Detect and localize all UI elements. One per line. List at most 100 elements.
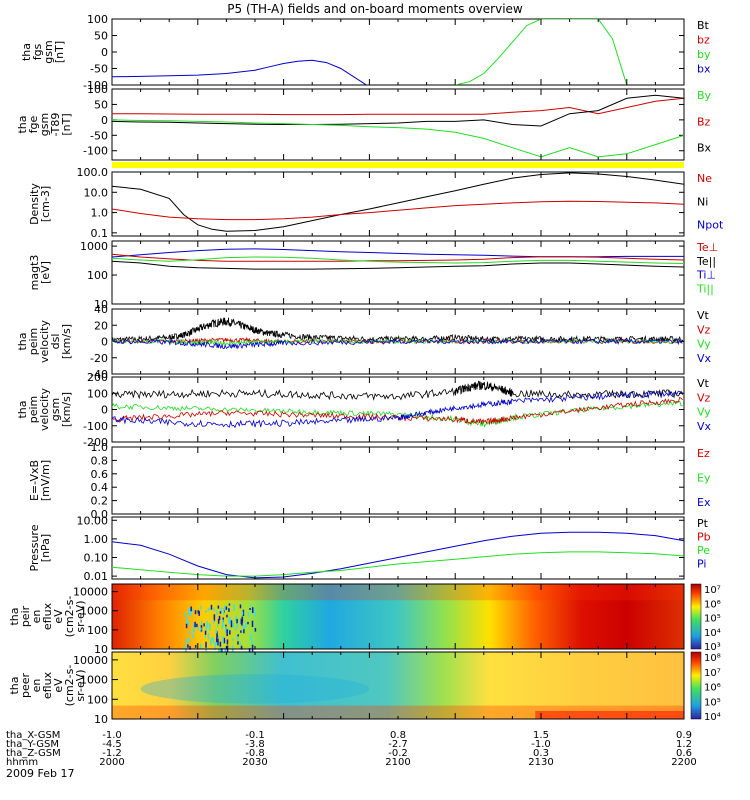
y-tick-label: -100 bbox=[83, 420, 108, 433]
y-tick-label: 10 bbox=[94, 643, 108, 656]
series-Vy-line bbox=[112, 400, 683, 428]
series-Bx-line bbox=[112, 94, 684, 127]
heatmap-speckle bbox=[247, 612, 250, 617]
heatmap-speckle bbox=[198, 611, 200, 616]
panel-density bbox=[111, 171, 685, 237]
heatmap-speckle bbox=[248, 648, 251, 653]
series-Vt-line bbox=[112, 317, 684, 344]
heatmap-speckle bbox=[188, 637, 190, 643]
x-axis-value: 2130 bbox=[528, 757, 553, 768]
heatmap-speckle bbox=[219, 611, 222, 614]
legend-Vx: Vx bbox=[697, 352, 712, 365]
heatmap-speckle bbox=[214, 646, 216, 651]
heatmap-speckle bbox=[215, 629, 218, 634]
heatmap-speckle bbox=[237, 634, 239, 637]
heatmap-speckle bbox=[228, 608, 230, 612]
y-tick-label: 100 bbox=[87, 693, 108, 706]
series-Ne-line bbox=[112, 200, 684, 221]
y-tick-label: 100.0 bbox=[77, 166, 109, 179]
heatmap-speckle bbox=[217, 638, 219, 646]
heatmap-speckle bbox=[245, 623, 247, 628]
y-tick-label: 10 bbox=[94, 713, 108, 726]
legend-Ez: Ez bbox=[697, 447, 710, 460]
heatmap-speckle bbox=[218, 615, 221, 621]
y-tick-label: 0 bbox=[101, 336, 108, 349]
series-Ti||-line bbox=[112, 256, 684, 264]
heatmap-speckle bbox=[229, 619, 231, 623]
colorbar-tick-label: 10⁵ bbox=[704, 614, 721, 625]
heatmap-speckle bbox=[216, 610, 218, 615]
x-axis-value: 2030 bbox=[242, 757, 267, 768]
y-tick-label: 0.2 bbox=[91, 495, 109, 508]
heatmap-speckle bbox=[214, 642, 216, 647]
x-axis-value: -3.8 bbox=[245, 739, 265, 750]
colorbar-tick-label: 10⁷ bbox=[704, 668, 721, 679]
y-axis-label: tha bbox=[20, 43, 33, 61]
colorbar-tick-label: 10⁵ bbox=[704, 697, 721, 708]
legend-Bx: Bx bbox=[697, 142, 712, 155]
heatmap-speckle bbox=[184, 645, 187, 650]
x-axis-value: 0.8 bbox=[390, 730, 406, 741]
heatmap-speckle bbox=[220, 607, 222, 613]
y-tick-label: 0.0 bbox=[91, 508, 109, 521]
series-group bbox=[112, 317, 684, 350]
y-axis-label: peim bbox=[27, 396, 40, 424]
panel-frame bbox=[111, 171, 685, 237]
y-tick-label: 10.00 bbox=[77, 514, 109, 527]
y-tick-label: 0.10 bbox=[84, 552, 109, 565]
heatmap-hot-band bbox=[535, 710, 684, 719]
y-axis-label: sr-eV) bbox=[74, 669, 87, 701]
heatmap-speckle bbox=[200, 605, 202, 609]
x-axis-value: 0.9 bbox=[676, 730, 692, 741]
colorbar-tick-label: 10³ bbox=[704, 642, 721, 653]
y-axis-label: peer bbox=[19, 673, 32, 699]
heatmap-speckle bbox=[192, 633, 194, 639]
heatmap-speckle bbox=[210, 604, 213, 610]
heatmap-speckle bbox=[222, 619, 224, 627]
heatmap-speckle bbox=[222, 608, 225, 615]
y-axis-label: [eV] bbox=[39, 261, 52, 284]
heatmap-speckle bbox=[223, 605, 226, 611]
panel-pressure bbox=[111, 516, 685, 580]
x-axis-value: -2.7 bbox=[388, 739, 408, 750]
x-axis-value: -0.2 bbox=[388, 748, 408, 759]
legend-Ti||: Ti|| bbox=[696, 282, 714, 295]
heatmap-speckle bbox=[251, 607, 254, 614]
heatmap-speckle bbox=[185, 616, 188, 624]
x-axis-value: 2100 bbox=[385, 757, 410, 768]
heatmap-speckle bbox=[206, 621, 208, 628]
heatmap-speckle bbox=[226, 639, 229, 645]
heatmap-speckle bbox=[190, 606, 192, 612]
heatmap-speckle bbox=[194, 621, 196, 628]
heatmap-speckle bbox=[240, 630, 242, 633]
x-axis-row-label: tha_Z-GSM bbox=[6, 748, 61, 759]
series-Pe-line bbox=[112, 551, 684, 577]
series-Ti⊥-line bbox=[112, 248, 684, 258]
heatmap-speckle bbox=[240, 645, 243, 650]
y-tick-label: 200 bbox=[87, 371, 108, 384]
y-axis-label: dsl bbox=[49, 334, 62, 350]
heatmap-speckle bbox=[251, 620, 254, 628]
heatmap-speckle bbox=[249, 608, 251, 611]
panel-frame bbox=[111, 88, 685, 161]
heatmap-speckle bbox=[213, 614, 216, 622]
y-tick-label: -200 bbox=[83, 436, 108, 449]
y-tick-label: 1.00 bbox=[84, 533, 109, 546]
heatmap-speckle bbox=[236, 618, 238, 624]
heatmap-speckle bbox=[228, 618, 230, 623]
y-tick-label: 10000 bbox=[73, 654, 108, 667]
heatmap-speckle bbox=[254, 610, 256, 617]
heatmap-speckle bbox=[242, 609, 245, 617]
y-axis-label: [nPa] bbox=[39, 534, 52, 562]
panel-fge bbox=[111, 88, 685, 161]
legend-Vx: Vx bbox=[697, 420, 712, 433]
y-axis-label: Pressure bbox=[28, 524, 41, 571]
y-tick-label: 50 bbox=[94, 98, 108, 111]
series-group bbox=[112, 172, 684, 232]
series-Bz-line bbox=[112, 97, 684, 116]
legend-By: By bbox=[697, 89, 712, 102]
heatmap-speckle bbox=[189, 630, 191, 636]
series-Vx-line bbox=[112, 389, 683, 429]
legend-Pe: Pe bbox=[697, 544, 710, 557]
